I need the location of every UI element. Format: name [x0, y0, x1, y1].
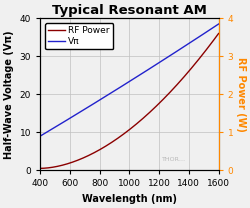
- RF Power: [39, 167, 42, 170]
- Vπ: [217, 23, 220, 25]
- Y-axis label: RF Power (W): RF Power (W): [236, 57, 246, 132]
- Legend: RF Power, Vπ: RF Power, Vπ: [45, 23, 113, 50]
- RF Power: [135, 123, 138, 125]
- Vπ: [124, 82, 128, 85]
- RF Power: [124, 131, 128, 134]
- RF Power: [145, 114, 148, 117]
- Line: RF Power: RF Power: [40, 33, 218, 168]
- Vπ: [213, 26, 216, 28]
- Vπ: [39, 135, 42, 137]
- Vπ: [185, 44, 188, 46]
- RF Power: [185, 73, 188, 75]
- RF Power: [217, 32, 220, 35]
- Y-axis label: Half-Wave Voltage (Vπ): Half-Wave Voltage (Vπ): [4, 30, 14, 159]
- RF Power: [213, 38, 216, 41]
- Title: Typical Resonant AM: Typical Resonant AM: [52, 4, 207, 17]
- Vπ: [145, 69, 148, 72]
- X-axis label: Wavelength (nm): Wavelength (nm): [82, 194, 177, 204]
- RF Power: [124, 132, 126, 134]
- Line: Vπ: Vπ: [40, 24, 218, 136]
- Vπ: [124, 83, 126, 85]
- Vπ: [135, 76, 138, 78]
- Text: THOR…: THOR…: [162, 157, 186, 162]
